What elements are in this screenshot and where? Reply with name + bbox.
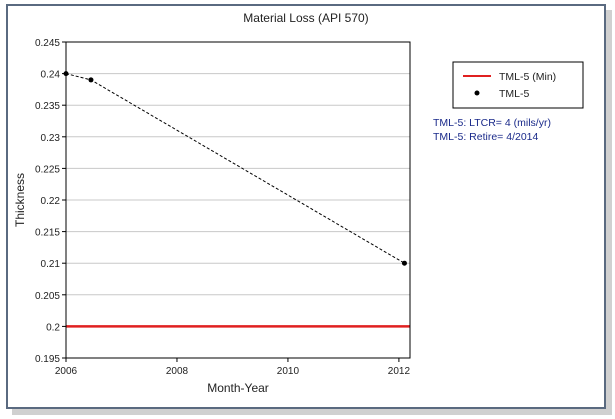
- y-tick-label: 0.195: [35, 354, 60, 365]
- annotation-text: TML-5: LTCR= 4 (mils/yr): [433, 117, 551, 129]
- data-point: [88, 77, 94, 83]
- y-tick-label: 0.245: [35, 38, 60, 49]
- y-tick-label: 0.205: [35, 291, 60, 302]
- y-axis-label: Thickness: [13, 173, 27, 227]
- annotation-text: TML-5: Retire= 4/2014: [433, 131, 539, 143]
- x-tick-label: 2012: [388, 366, 411, 377]
- material-loss-chart: Material Loss (API 570) 0.195 0.2 0.205 0.2…: [13, 11, 584, 395]
- legend-box: [452, 61, 584, 109]
- y-axis-ticks: 0.195 0.2 0.205 0.21 0.215 0.22 0.225 0.23 0.235…: [35, 38, 66, 365]
- x-axis-label: Month-Year: [207, 381, 269, 395]
- legend: TML-5 (Min) TML-5: [452, 61, 584, 109]
- legend-label: TML-5 (Min): [499, 71, 556, 83]
- y-tick-label: 0.23: [41, 133, 61, 144]
- legend-swatch-marker: [474, 90, 480, 96]
- y-tick-label: 0.21: [41, 259, 61, 270]
- y-tick-label: 0.24: [41, 70, 61, 81]
- y-tick-label: 0.225: [35, 164, 60, 175]
- x-tick-label: 2008: [166, 366, 189, 377]
- y-tick-label: 0.235: [35, 101, 60, 112]
- y-tick-label: 0.22: [41, 196, 61, 207]
- data-point: [401, 260, 407, 266]
- series-layer: [63, 71, 410, 328]
- grid-lines: [66, 73, 410, 327]
- x-tick-label: 2010: [277, 366, 300, 377]
- y-tick-label: 0.2: [46, 322, 60, 333]
- x-tick-label: 2006: [55, 366, 78, 377]
- x-axis-ticks: 2006 2008 2010 2012: [55, 358, 411, 377]
- y-tick-label: 0.215: [35, 228, 60, 239]
- chart-title: Material Loss (API 570): [243, 11, 368, 25]
- annotations: TML-5: LTCR= 4 (mils/yr) TML-5: Retire= 4…: [433, 117, 551, 143]
- legend-label: TML-5: [499, 88, 529, 100]
- chart-frame: Material Loss (API 570) 0.195 0.2 0.205 0.2…: [6, 4, 606, 409]
